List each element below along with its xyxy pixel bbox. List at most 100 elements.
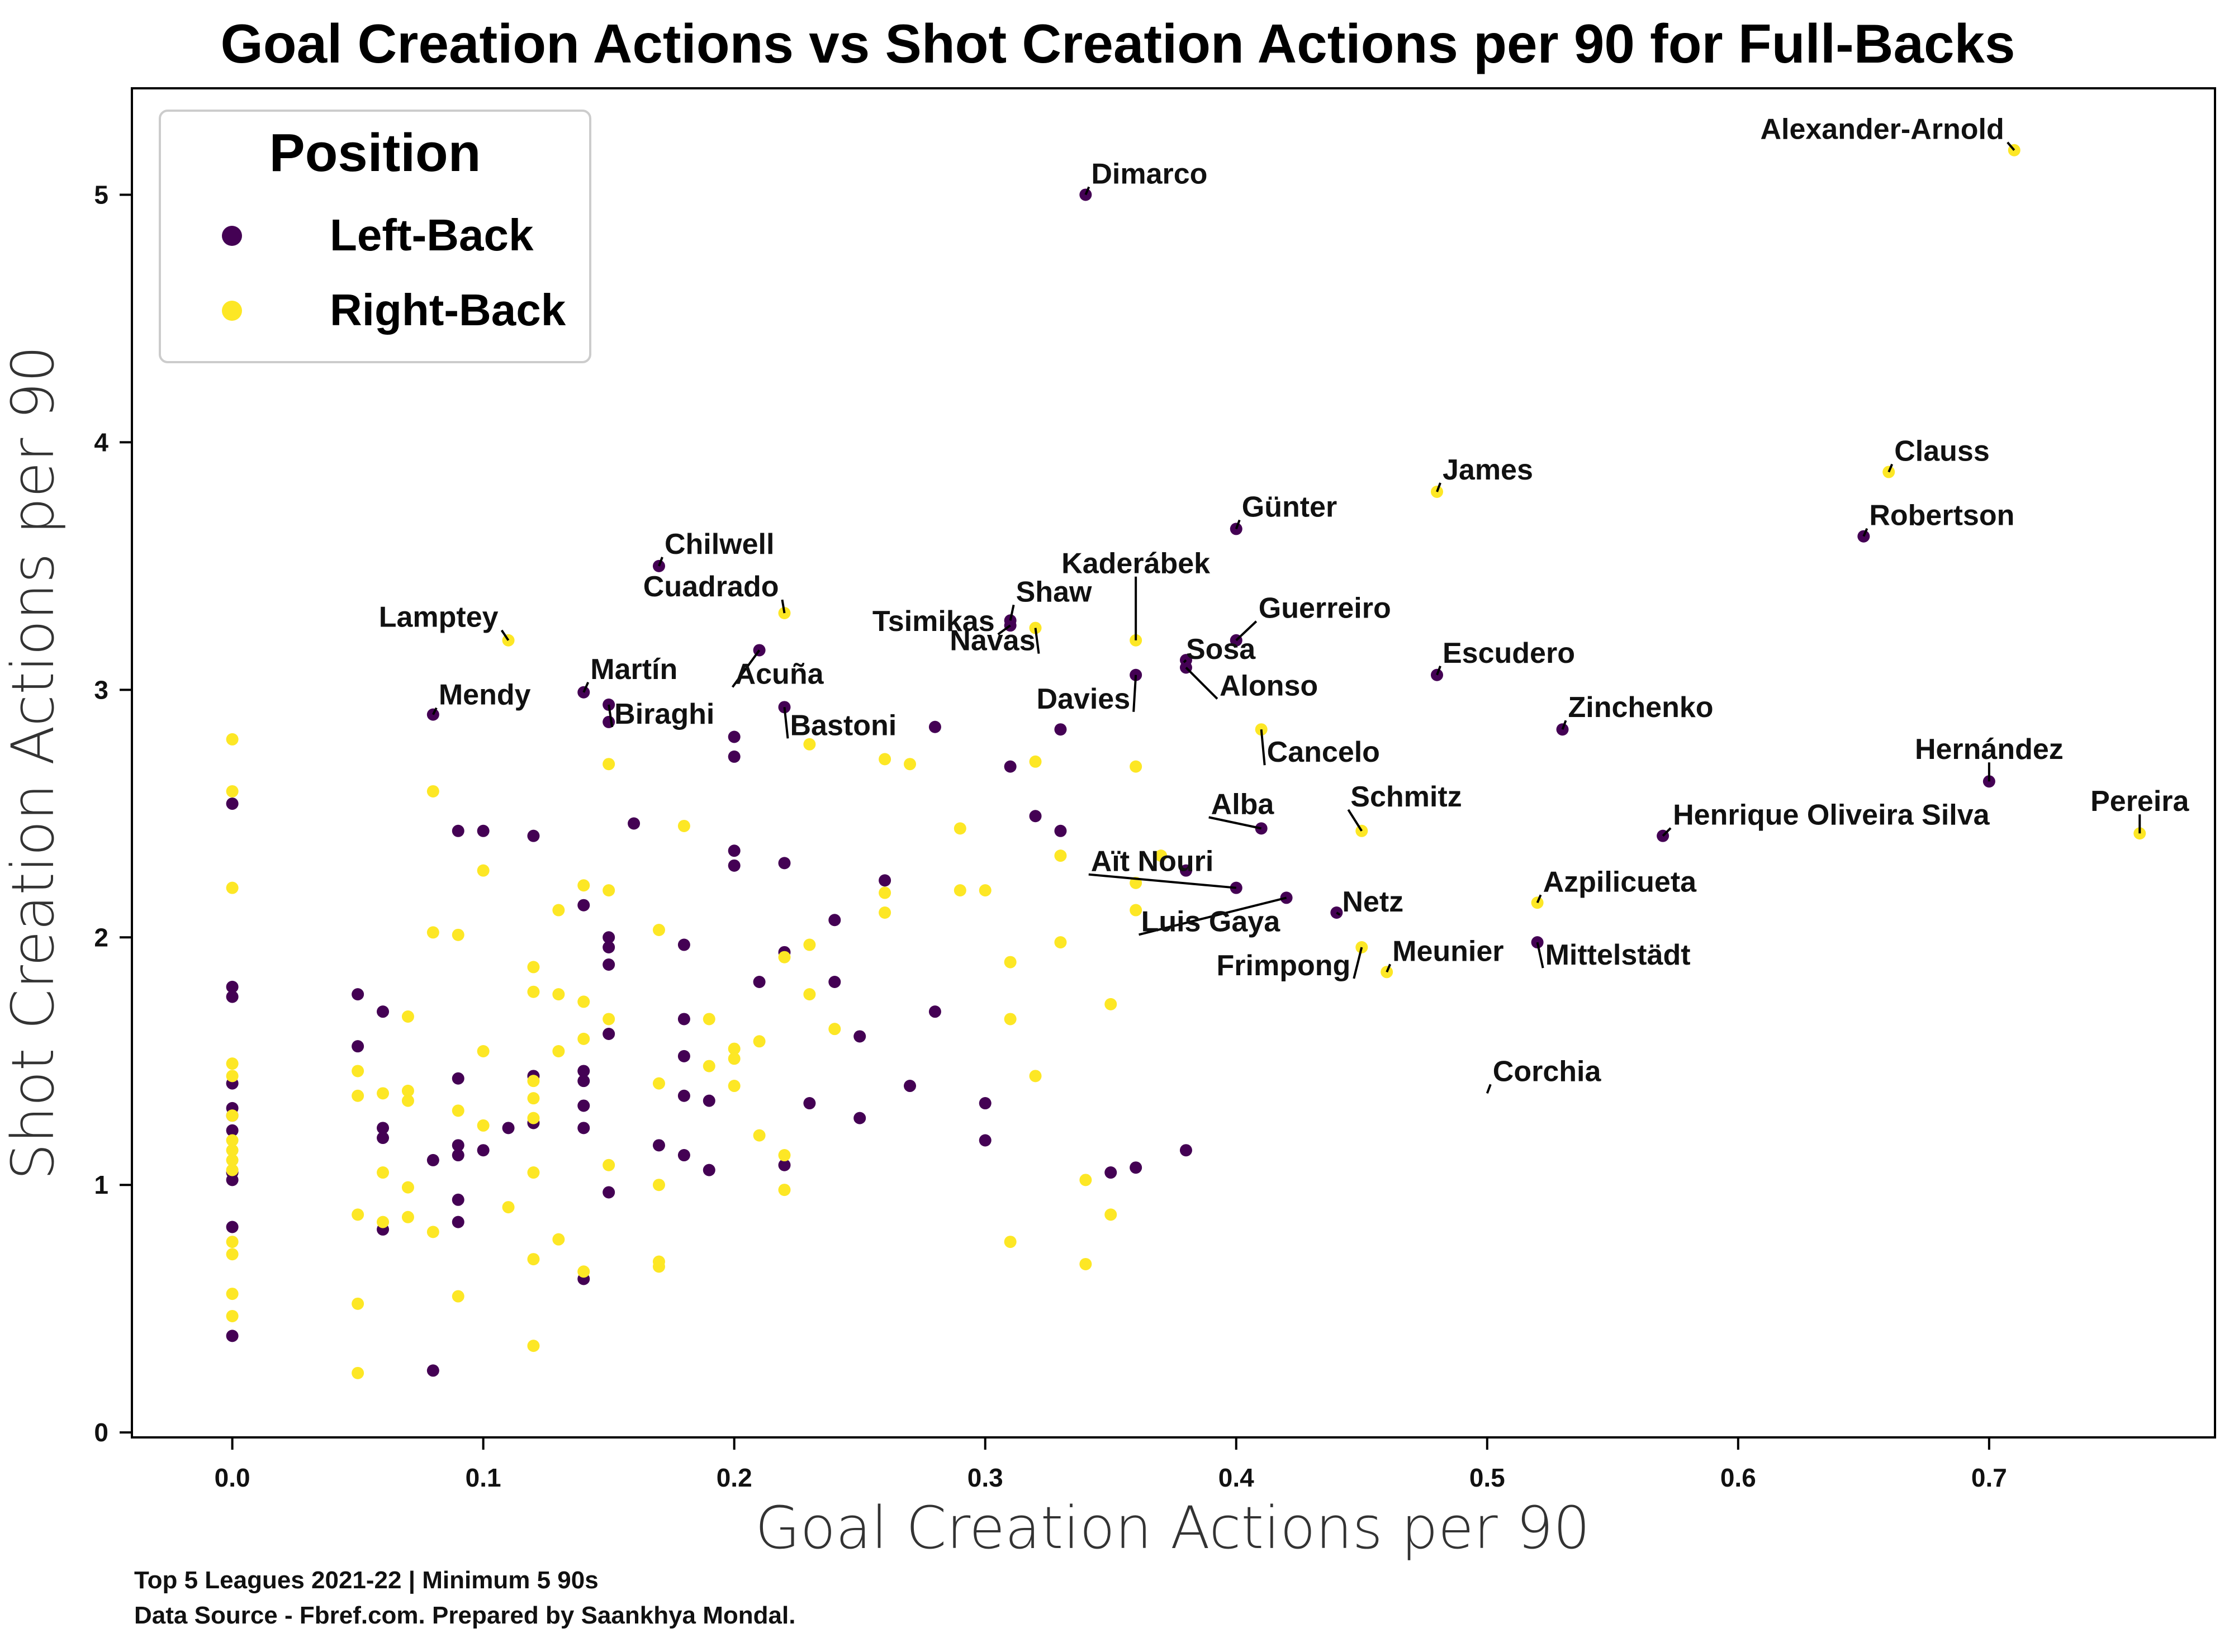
point-left-back bbox=[477, 824, 490, 837]
annotation-arrow bbox=[1386, 963, 1392, 973]
legend-label-left-back: Left-Back bbox=[330, 210, 534, 260]
point-right-back bbox=[803, 938, 816, 951]
point-right-back bbox=[703, 1013, 715, 1026]
annotation-arrow bbox=[432, 707, 438, 715]
x-tick-label: 0.1 bbox=[466, 1463, 501, 1492]
annotation-arrow bbox=[1347, 809, 1363, 832]
point-left-back bbox=[452, 1139, 464, 1152]
annotation-arrow bbox=[1088, 873, 1236, 889]
annotation-arrow bbox=[1009, 604, 1015, 621]
footer-line-1: Top 5 Leagues 2021-22 | Minimum 5 90s bbox=[134, 1566, 599, 1594]
annotation-arrow bbox=[997, 624, 1011, 635]
point-left-back bbox=[1054, 824, 1067, 837]
point-right-back bbox=[954, 884, 966, 897]
point-right-back bbox=[401, 1084, 414, 1097]
point-left-back bbox=[352, 988, 364, 1001]
annotation-arrow bbox=[1235, 519, 1241, 530]
point-right-back bbox=[652, 1260, 665, 1273]
point-right-back bbox=[828, 1023, 841, 1036]
point-right-back bbox=[426, 1226, 439, 1238]
point-left-back bbox=[1029, 810, 1042, 823]
point-left-back bbox=[853, 1112, 866, 1124]
point-left-back bbox=[603, 1028, 615, 1041]
point-left-back bbox=[677, 1013, 690, 1026]
point-right-back bbox=[979, 884, 992, 897]
point-right-back bbox=[452, 928, 464, 941]
annotation-label: Pereira bbox=[2090, 785, 2189, 818]
annotation-label: Dimarco bbox=[1091, 158, 1207, 190]
point-right-back bbox=[226, 1153, 239, 1166]
point-right-back bbox=[1079, 1174, 1092, 1186]
point-right-back bbox=[452, 1104, 464, 1117]
annotation-label: Frimpong bbox=[1217, 950, 1351, 982]
annotation-label: Robertson bbox=[1869, 500, 2014, 532]
chart-title: Goal Creation Actions vs Shot Creation A… bbox=[220, 13, 2015, 74]
point-right-back bbox=[226, 881, 239, 894]
point-left-back bbox=[603, 931, 615, 944]
annotation-arrow bbox=[500, 629, 510, 641]
point-right-back bbox=[377, 1166, 390, 1179]
point-right-back bbox=[1104, 998, 1117, 1010]
point-right-back bbox=[577, 1265, 590, 1278]
annotation-label: Cuadrado bbox=[643, 571, 779, 603]
point-right-back bbox=[377, 1087, 390, 1100]
annotation-arrow bbox=[1260, 729, 1266, 766]
annotation-label: Acuña bbox=[735, 658, 824, 690]
x-tick-label: 0.6 bbox=[1720, 1463, 1756, 1492]
annotation-arrow bbox=[1662, 827, 1672, 837]
x-tick-label: 0.2 bbox=[717, 1463, 752, 1492]
point-left-back bbox=[979, 1097, 992, 1110]
point-right-back bbox=[226, 1109, 239, 1122]
point-left-back bbox=[577, 1099, 590, 1112]
point-left-back bbox=[778, 1159, 791, 1171]
point-right-back bbox=[1054, 936, 1067, 949]
annotation-arrow bbox=[1353, 947, 1363, 979]
annotation-label: Alba bbox=[1211, 788, 1275, 820]
point-right-back bbox=[1004, 956, 1017, 969]
point-right-back bbox=[1004, 1013, 1017, 1026]
annotation-label: Luis Gaya bbox=[1141, 905, 1281, 938]
point-left-back bbox=[502, 1122, 515, 1134]
point-right-back bbox=[879, 753, 891, 766]
annotation-label: Tsimikas bbox=[872, 605, 995, 638]
point-right-back bbox=[1130, 904, 1142, 917]
point-left-back bbox=[1179, 1144, 1192, 1157]
point-left-back bbox=[728, 844, 741, 857]
annotation-label: Hernández bbox=[1915, 733, 2064, 766]
point-left-back bbox=[226, 990, 239, 1003]
point-left-back bbox=[452, 824, 464, 837]
point-right-back bbox=[452, 1290, 464, 1303]
point-right-back bbox=[728, 1052, 741, 1065]
annotation-arrow bbox=[1862, 528, 1868, 537]
point-left-back bbox=[1104, 1166, 1117, 1179]
point-right-back bbox=[1029, 1070, 1042, 1083]
point-left-back bbox=[603, 1186, 615, 1199]
point-left-back bbox=[979, 1134, 992, 1147]
point-left-back bbox=[677, 1089, 690, 1102]
annotation-arrow bbox=[1436, 666, 1441, 676]
annotation-arrow bbox=[1084, 186, 1090, 196]
legend: Position Left-Back Right-Back bbox=[159, 110, 591, 363]
point-right-back bbox=[352, 1208, 364, 1221]
point-right-back bbox=[527, 985, 540, 998]
point-left-back bbox=[652, 1139, 665, 1152]
annotation-label: Martín bbox=[590, 653, 677, 686]
annotation-label: Shaw bbox=[1016, 576, 1092, 608]
point-right-back bbox=[652, 923, 665, 936]
point-left-back bbox=[928, 720, 941, 733]
legend-box bbox=[159, 110, 591, 363]
point-right-back bbox=[552, 1045, 565, 1058]
annotation-label: Henrique Oliveira Silva bbox=[1673, 799, 1990, 832]
point-left-back bbox=[778, 857, 791, 870]
point-right-back bbox=[226, 785, 239, 797]
point-left-back bbox=[377, 1132, 390, 1145]
y-tick-label: 1 bbox=[94, 1170, 108, 1199]
point-right-back bbox=[477, 1045, 490, 1058]
point-left-back bbox=[452, 1193, 464, 1206]
point-right-back bbox=[1029, 755, 1042, 768]
point-left-back bbox=[577, 899, 590, 912]
point-right-back bbox=[527, 1092, 540, 1105]
point-right-back bbox=[603, 884, 615, 897]
plot-area bbox=[131, 87, 2216, 1439]
point-left-back bbox=[928, 1005, 941, 1018]
